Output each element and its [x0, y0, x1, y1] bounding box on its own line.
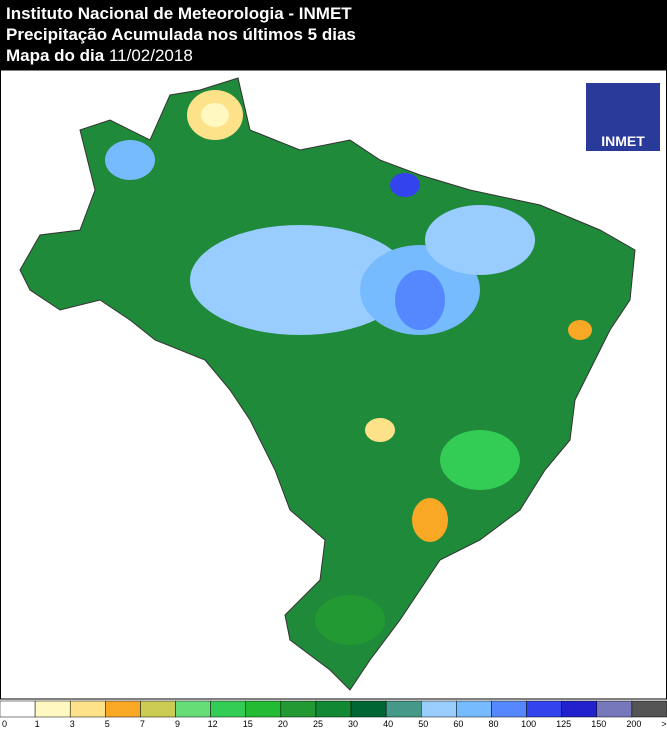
- area: [365, 418, 395, 442]
- legend-swatch: [456, 700, 492, 718]
- legend-swatch: [245, 700, 282, 718]
- legend-swatch: [140, 700, 176, 718]
- legend-label: 0: [2, 719, 7, 729]
- header: Instituto Nacional de Meteorologia - INM…: [0, 0, 667, 70]
- legend-label: 40: [383, 719, 393, 729]
- legend-swatch: [105, 700, 141, 718]
- legend-label: 5: [105, 719, 110, 729]
- legend-swatch: [385, 700, 422, 718]
- title: Instituto Nacional de Meteorologia - INM…: [6, 4, 352, 23]
- legend-swatch: [280, 700, 317, 718]
- legend-label: 200: [626, 719, 641, 729]
- logo-text: INMET: [601, 133, 645, 149]
- legend-label: 60: [453, 719, 463, 729]
- legend-label: 20: [278, 719, 288, 729]
- legend-swatch: [491, 700, 527, 718]
- area: [105, 140, 155, 180]
- logo: INMET: [586, 83, 660, 151]
- area: [315, 595, 385, 645]
- area: [412, 498, 448, 542]
- legend-swatch: [175, 700, 211, 718]
- legend-label: 3: [70, 719, 75, 729]
- area: [425, 205, 535, 275]
- area: [440, 430, 520, 490]
- legend-label: 15: [243, 719, 253, 729]
- legend-label: >: [661, 719, 666, 729]
- legend-label: 25: [313, 719, 323, 729]
- legend-swatch: [596, 700, 633, 718]
- subtitle: Precipitação Acumulada nos últimos 5 dia…: [6, 25, 356, 44]
- legend-swatch: [210, 700, 246, 718]
- legend-label: 1: [35, 719, 40, 729]
- legend-label: 50: [418, 719, 428, 729]
- area: [201, 103, 229, 127]
- legend-swatch: [631, 700, 667, 718]
- legend-label: 9: [175, 719, 180, 729]
- legend-swatch: [526, 700, 562, 718]
- legend-label: 100: [521, 719, 536, 729]
- area: [568, 320, 592, 340]
- legend-label: 12: [208, 719, 218, 729]
- legend-swatch: [315, 700, 352, 718]
- legend-swatch: [421, 700, 457, 718]
- legend-swatch: [350, 700, 387, 718]
- legend-label: 125: [556, 719, 571, 729]
- legend-label: 150: [591, 719, 606, 729]
- area: [395, 270, 445, 330]
- date-label: Mapa do dia: [6, 46, 105, 65]
- area: [390, 173, 420, 197]
- legend-label: 80: [488, 719, 498, 729]
- date: 11/02/2018: [108, 46, 193, 65]
- legend-swatch: [34, 700, 71, 718]
- area: [190, 225, 410, 335]
- legend-label: 30: [348, 719, 358, 729]
- legend-swatch: [0, 700, 36, 718]
- legend-swatch: [69, 700, 106, 718]
- date-line: Mapa do dia 11/02/2018: [6, 45, 661, 66]
- legend: 0 1 3 5 7 9 12 15 20 25 30 40 50 60 80 100 125 150 200 >: [0, 700, 667, 729]
- legend-swatch: [561, 700, 598, 718]
- legend-label: 7: [140, 719, 145, 729]
